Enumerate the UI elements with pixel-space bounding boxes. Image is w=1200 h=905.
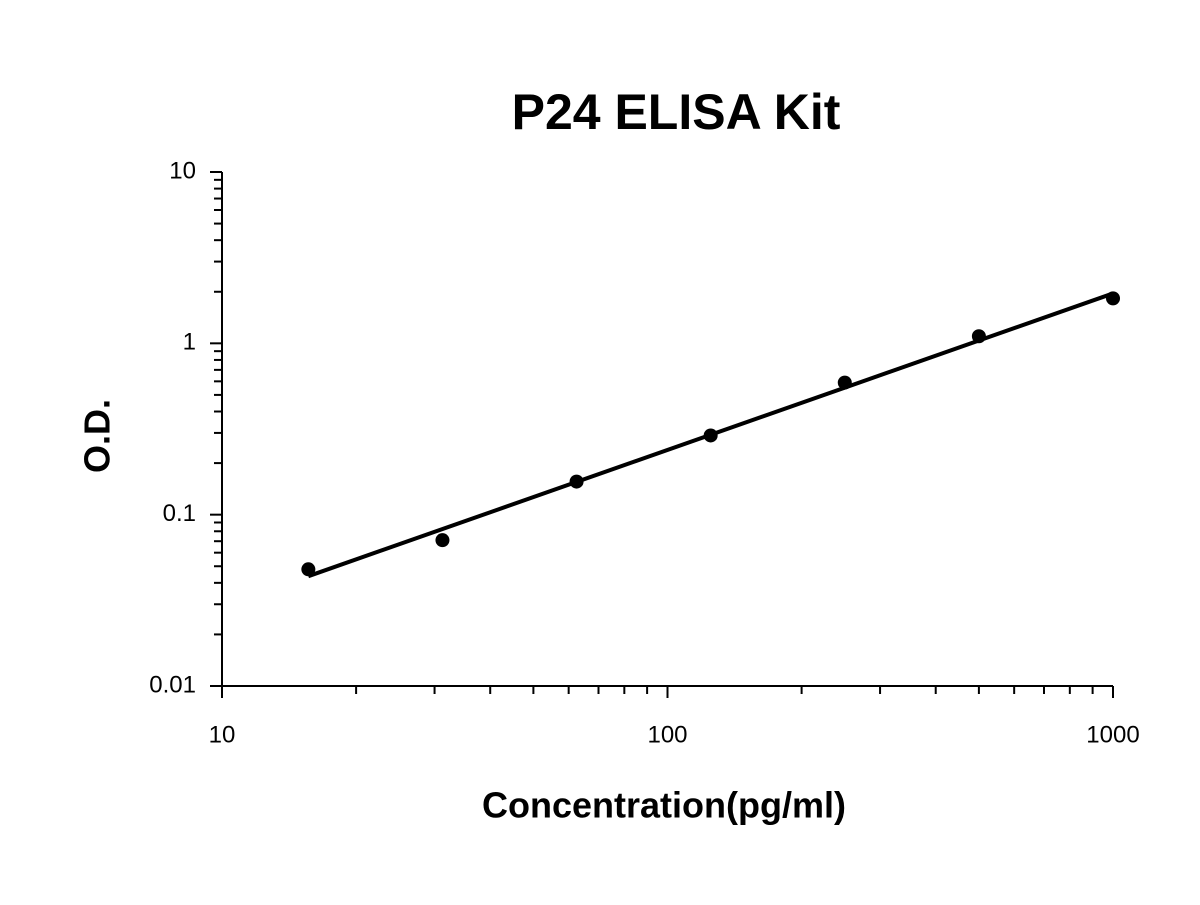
x-axis-label: Concentration(pg/ml) [482, 785, 846, 826]
x-tick-label: 1000 [1086, 721, 1139, 748]
y-tick-label: 10 [169, 157, 196, 184]
data-point [703, 428, 718, 443]
x-tick-label: 10 [209, 721, 236, 748]
data-point [971, 329, 986, 344]
data-point [1106, 291, 1120, 306]
y-tick-label: 1 [183, 329, 196, 356]
y-tick-label: 0.01 [149, 671, 196, 698]
data-point [435, 533, 450, 548]
chart-title: P24 ELISA Kit [512, 84, 841, 140]
x-tick-label: 100 [647, 721, 687, 748]
data-point [569, 474, 584, 489]
data-point [301, 562, 316, 577]
y-axis-label: O.D. [77, 399, 118, 473]
data-point [837, 375, 852, 390]
y-tick-label: 0.1 [163, 500, 196, 527]
